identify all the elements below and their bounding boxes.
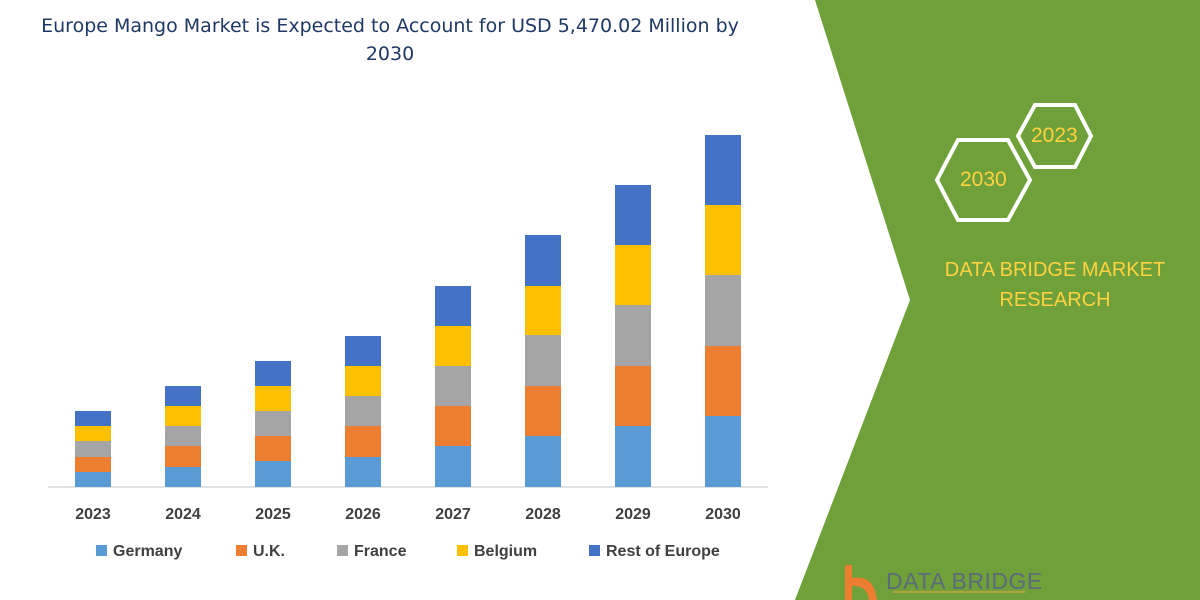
bar-segment	[75, 472, 111, 487]
bar-segment	[705, 416, 741, 487]
bar-segment	[345, 396, 381, 426]
logo-text: DATA BRIDGE	[886, 568, 1043, 594]
hexagon-2023-label: 2023	[1031, 124, 1078, 147]
bar-segment	[165, 426, 201, 446]
bar-segment	[345, 336, 381, 366]
bar-segment	[345, 366, 381, 396]
bar-segment	[255, 436, 291, 461]
legend-swatch	[337, 545, 348, 556]
x-tick-label: 2023	[75, 506, 111, 523]
legend-swatch	[236, 545, 247, 556]
bar-segment	[75, 441, 111, 457]
legend-label: France	[354, 543, 407, 560]
bar-segment	[705, 135, 741, 205]
bar-segment	[525, 335, 561, 386]
x-tick-label: 2025	[255, 506, 291, 523]
bar-segment	[255, 461, 291, 487]
legend-swatch	[589, 545, 600, 556]
bar-segment	[255, 411, 291, 436]
hexagon-2023	[1015, 103, 1094, 169]
legend-label: U.K.	[253, 543, 285, 560]
legend-swatch	[96, 545, 107, 556]
bar-segment	[345, 457, 381, 487]
bar-segment	[705, 346, 741, 416]
x-tick-label: 2029	[615, 506, 651, 523]
green-panel	[795, 0, 1200, 600]
x-tick-label: 2027	[435, 506, 471, 523]
bar-segment	[615, 185, 651, 245]
bar-segment	[75, 411, 111, 426]
bar-segment	[705, 275, 741, 346]
bar-segment	[345, 426, 381, 457]
bar-segment	[165, 406, 201, 426]
bar-segment	[255, 361, 291, 386]
chart-plot: 2023 2024 2025 2026 2027 2028 2029 2030 Germany U…	[48, 135, 768, 560]
bar-segment	[525, 235, 561, 286]
bar-segment	[615, 305, 651, 366]
bar-segment	[255, 386, 291, 411]
logo-icon	[845, 565, 1025, 600]
bar-segment	[435, 366, 471, 406]
bar-segment	[165, 386, 201, 406]
bar-segment	[525, 286, 561, 335]
bar-segment	[615, 426, 651, 487]
x-tick-label: 2026	[345, 506, 381, 523]
legend-label: Germany	[113, 543, 182, 560]
bar-segment	[705, 205, 741, 275]
chart-title: Europe Mango Market is Expected to Accou…	[41, 15, 739, 65]
brand-name: DATA BRIDGE MARKET RESEARCH	[944, 259, 1166, 311]
bar-segment	[525, 436, 561, 487]
bar-segment	[435, 446, 471, 487]
legend-swatch	[457, 545, 468, 556]
bar-segment	[165, 446, 201, 467]
hexagon-2030	[934, 138, 1033, 222]
x-tick-label: 2024	[165, 506, 201, 523]
bar-segment	[435, 326, 471, 366]
bar-segment	[525, 386, 561, 436]
bar-segment	[435, 406, 471, 446]
x-tick-label: 2028	[525, 506, 561, 523]
bar-segment	[75, 457, 111, 472]
bar-segment	[615, 245, 651, 305]
bar-segment	[75, 426, 111, 441]
bar-segment	[165, 467, 201, 487]
bar-segment	[615, 366, 651, 426]
legend-label: Belgium	[474, 543, 537, 560]
bar-segment	[435, 286, 471, 326]
legend-label: Rest of Europe	[606, 543, 720, 560]
x-tick-label: 2030	[705, 506, 741, 523]
hexagon-2030-label: 2030	[960, 168, 1007, 191]
